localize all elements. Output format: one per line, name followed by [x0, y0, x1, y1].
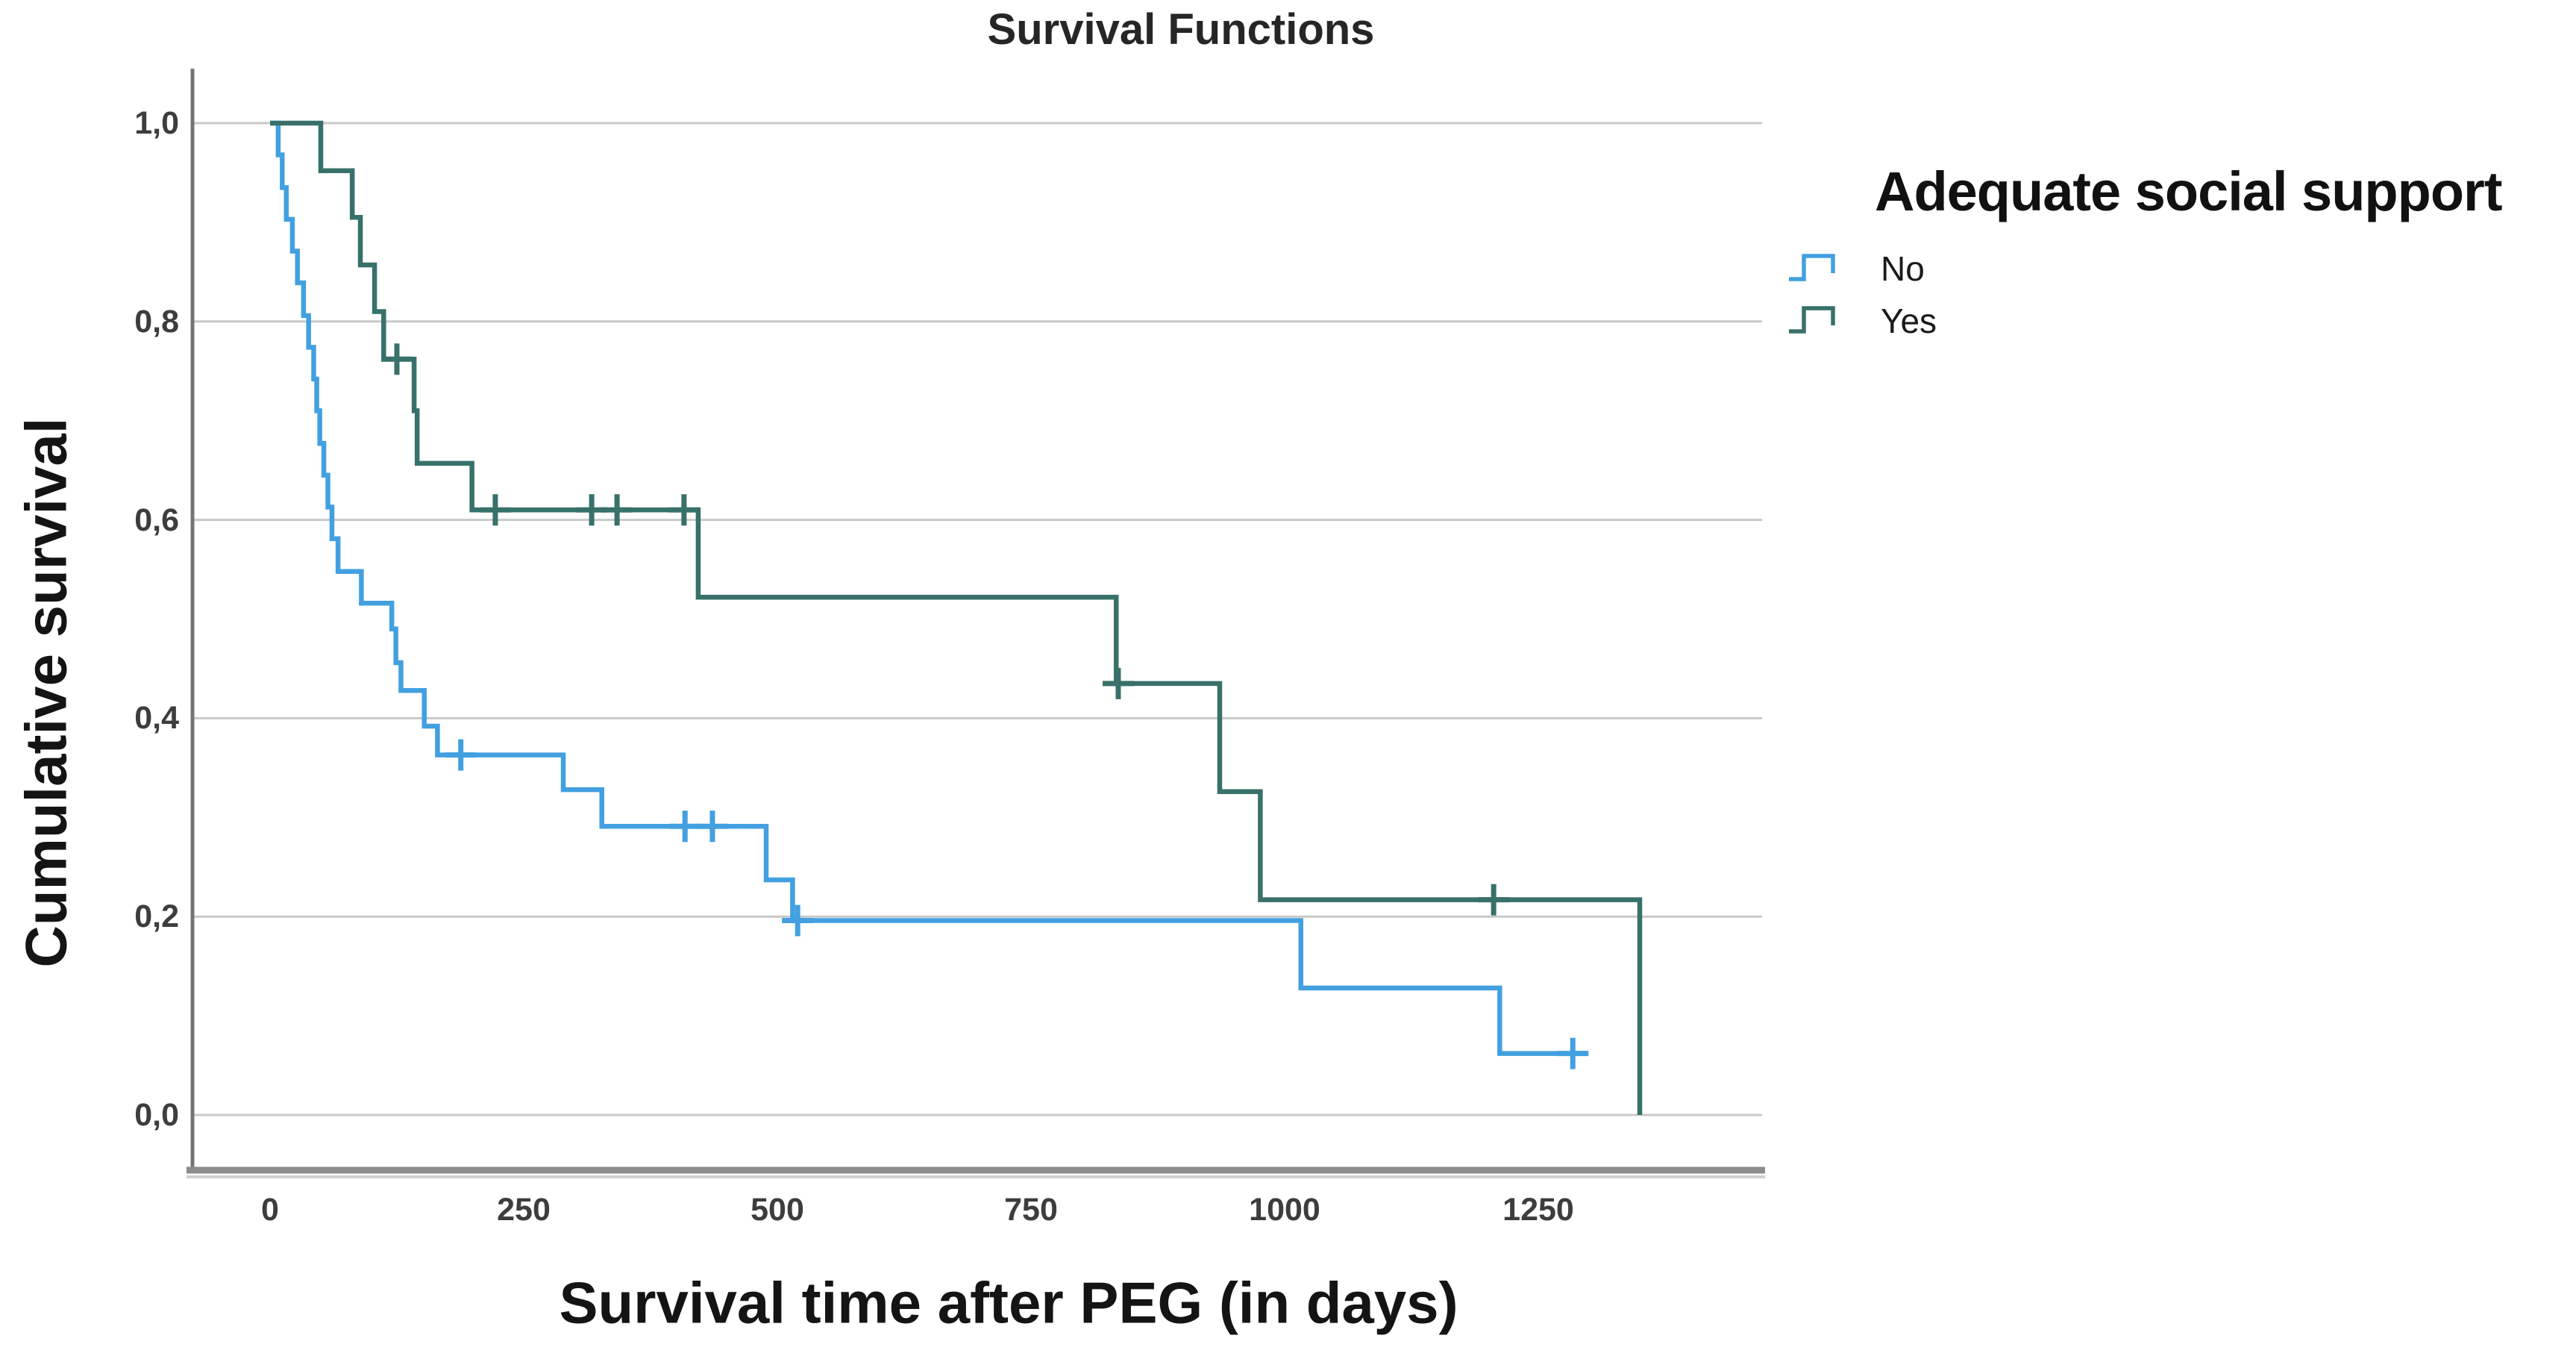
legend-label-no: No [1881, 249, 1925, 288]
censor-mark-yes [601, 494, 633, 526]
x-tick-1000: 1000 [1249, 1192, 1320, 1228]
censor-mark-no [445, 739, 477, 771]
censor-mark-no [1557, 1037, 1589, 1069]
censor-mark-no [782, 904, 814, 937]
y-tick-1,0: 1,0 [134, 105, 179, 141]
censor-mark-yes [381, 343, 413, 375]
y-tick-0,0: 0,0 [134, 1097, 179, 1133]
legend-label-yes: Yes [1881, 301, 1937, 340]
y-tick-0,6: 0,6 [134, 502, 179, 538]
x-tick-1250: 1250 [1502, 1192, 1574, 1228]
survival-curve-no [270, 120, 1588, 1056]
legend: Adequate social support No Yes [1787, 160, 2502, 347]
x-tick-250: 250 [497, 1192, 551, 1228]
y-tick-0,2: 0,2 [134, 899, 179, 935]
x-axis-title: Survival time after PEG (in days) [559, 1269, 1458, 1336]
y-tick-0,4: 0,4 [134, 700, 179, 737]
chart-title: Survival Functions [987, 5, 1375, 54]
y-axis-title: Cumulative survival [13, 417, 79, 968]
survival-curve-yes [270, 120, 1643, 1115]
step-line-glyph-no [1789, 254, 1835, 281]
x-tick-0: 0 [261, 1192, 279, 1228]
legend-items: No Yes [1787, 243, 2501, 347]
legend-item-no: No [1787, 243, 2501, 295]
censor-mark-yes [479, 494, 511, 526]
censor-mark-yes [1478, 884, 1510, 916]
x-tick-500: 500 [750, 1192, 804, 1228]
x-tick-750: 750 [1004, 1192, 1058, 1228]
censor-mark-no [669, 810, 701, 843]
censor-mark-yes [1102, 667, 1134, 699]
step-line-glyph-yes [1789, 306, 1835, 334]
legend-title: Adequate social support [1875, 160, 2502, 222]
y-tick-0,8: 0,8 [134, 303, 179, 340]
censor-mark-no [696, 810, 728, 843]
legend-item-yes: Yes [1787, 295, 2501, 347]
censor-mark-yes [668, 494, 700, 526]
